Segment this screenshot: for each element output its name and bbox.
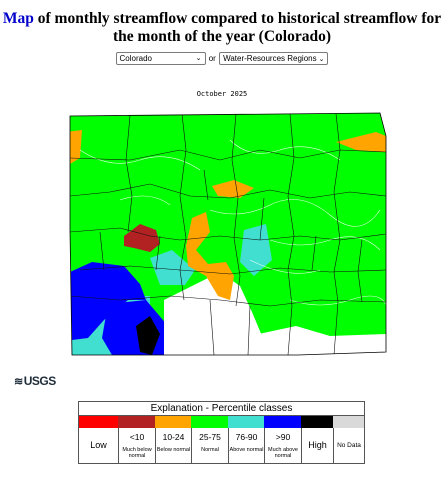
legend-cell-much-below: <10 Much below normal: [118, 428, 155, 463]
legend-no-data-label: No Data: [337, 442, 361, 449]
legend-range: 76-90: [235, 432, 258, 442]
legend-cell-below: 10-24 Below normal: [155, 428, 191, 463]
legend-desc: Much below normal: [122, 447, 152, 459]
rivers: [79, 139, 386, 314]
usgs-logo[interactable]: ≋USGS: [14, 374, 56, 388]
legend-cell-high: High: [301, 428, 333, 463]
page-title: Map of monthly streamflow compared to hi…: [0, 10, 444, 46]
legend-desc: Above normal: [229, 447, 264, 453]
legend-swatch-no-data: [333, 416, 364, 428]
below-normal-region-northeast: [336, 132, 386, 152]
legend-desc: Below normal: [156, 447, 191, 453]
legend-range: >90: [275, 432, 291, 442]
region-selectors: Colorado ⌄ or Water-Resources Regions ⌄: [0, 52, 444, 65]
legend-range: 25-75: [199, 432, 221, 442]
title-text: of monthly streamflow compared to histor…: [33, 10, 442, 45]
usgs-logo-text: USGS: [23, 374, 57, 388]
below-normal-region-north: [212, 180, 254, 198]
above-normal-region-southcentral: [150, 250, 195, 285]
legend-desc: Much above normal: [268, 447, 298, 459]
legend-low-label: Low: [90, 440, 107, 450]
legend-title: Explanation - Percentile classes: [150, 403, 293, 414]
map-title-link[interactable]: Map: [2, 10, 34, 27]
colorado-state: [70, 113, 386, 355]
legend-cell-much-above: >90 Much above normal: [264, 428, 301, 463]
month-label: October 2025: [196, 90, 248, 98]
legend-desc: Normal: [201, 447, 219, 453]
much-above-normal-region-west: [70, 262, 146, 340]
below-normal-region-central: [186, 212, 234, 300]
legend-high-label: High: [308, 440, 327, 450]
legend-swatch-much-above: [264, 416, 301, 428]
legend: Explanation - Percentile classes Low <10…: [78, 401, 365, 464]
above-normal-region-east: [240, 224, 272, 276]
region-select-value: Water-Resources Regions: [223, 54, 317, 63]
legend-swatch-normal: [191, 416, 228, 428]
legend-cell-normal: 25-75 Normal: [191, 428, 228, 463]
legend-swatch-below: [155, 416, 191, 428]
region-select[interactable]: Water-Resources Regions ⌄: [219, 52, 329, 65]
legend-range: <10: [129, 432, 145, 442]
no-data-region-southeast: [240, 326, 386, 355]
legend-swatch-high: [301, 416, 333, 428]
state-select[interactable]: Colorado ⌄: [115, 52, 206, 65]
high-record-region: [136, 316, 160, 355]
legend-cell-above: 76-90 Above normal: [228, 428, 264, 463]
legend-range: 10-24: [162, 432, 185, 442]
legend-divider: [79, 415, 364, 416]
below-normal-region-northwest: [70, 130, 82, 164]
legend-cell-no-data: No Data: [333, 428, 364, 463]
legend-swatch-low: [79, 416, 118, 428]
chevron-down-icon: ⌄: [195, 55, 202, 62]
state-select-value: Colorado: [119, 54, 152, 63]
legend-cell-low: Low: [79, 428, 118, 463]
legend-swatch-above: [228, 416, 264, 428]
much-below-normal-region: [124, 224, 160, 252]
basin-boundaries: [70, 113, 386, 355]
legend-swatch-much-below: [118, 416, 155, 428]
usgs-wave-icon: ≋: [14, 376, 23, 388]
chevron-down-icon: ⌄: [318, 56, 325, 63]
or-label: or: [208, 54, 216, 63]
state-outline: [69, 112, 387, 356]
